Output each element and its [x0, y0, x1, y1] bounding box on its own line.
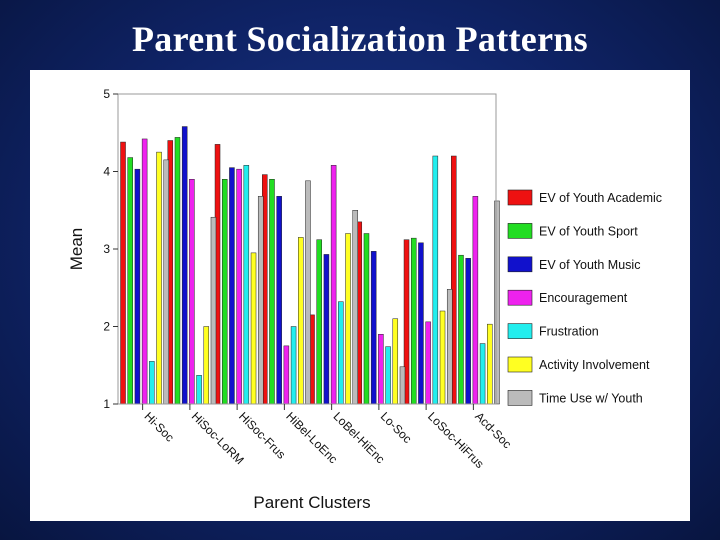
y-tick-label: 1 [103, 397, 110, 411]
legend-swatch [507, 289, 533, 306]
bar-ev-of-youth-music-3 [276, 196, 282, 405]
bar-encouragement-3 [283, 345, 290, 405]
bar-time-use-w-youth-3 [305, 180, 311, 405]
bar-ev-of-youth-sport-3 [269, 179, 275, 405]
bar-activity-involvement-3 [298, 237, 304, 405]
bar-activity-involvement-2 [250, 252, 257, 405]
legend-swatch [507, 256, 533, 273]
bar-frustration-7 [479, 343, 486, 405]
legend-item: Encouragement [507, 289, 628, 306]
bar-time-use-w-youth-7 [494, 200, 500, 405]
bar-activity-involvement-6 [439, 310, 446, 405]
bar-activity-involvement-5 [392, 318, 399, 405]
x-tick-label: Lo-Soc [378, 409, 415, 446]
legend-item: Time Use w/ Youth [507, 390, 643, 406]
bar-frustration-5 [385, 346, 391, 405]
bar-ev-of-youth-music-4 [323, 254, 330, 405]
x-tick-label: Hi-Soc [142, 409, 177, 444]
bar-ev-of-youth-sport-2 [221, 179, 228, 405]
y-axis-label: Mean [67, 228, 86, 271]
bar-frustration-2 [243, 165, 250, 405]
bar-ev-of-youth-sport-1 [174, 137, 181, 405]
bar-activity-involvement-1 [203, 326, 210, 405]
legend-label: EV of Youth Academic [539, 191, 662, 205]
bar-frustration-6 [432, 155, 439, 405]
bar-frustration-4 [338, 301, 344, 405]
y-tick-label: 3 [103, 242, 110, 256]
legend-label: Frustration [539, 325, 599, 339]
bar-ev-of-youth-music-5 [370, 251, 377, 405]
legend-item: EV of Youth Academic [507, 189, 662, 206]
bar-encouragement-2 [236, 168, 242, 405]
bar-encouragement-0 [141, 138, 148, 405]
bar-encouragement-4 [330, 165, 337, 405]
bar-activity-involvement-4 [345, 233, 351, 405]
bar-time-use-w-youth-2 [257, 196, 264, 405]
legend-label: Encouragement [539, 291, 628, 305]
bar-ev-of-youth-music-0 [134, 168, 141, 405]
bar-ev-of-youth-sport-5 [363, 233, 370, 405]
bar-time-use-w-youth-4 [352, 210, 358, 405]
bar-frustration-0 [149, 361, 155, 405]
bar-ev-of-youth-music-1 [181, 126, 188, 405]
bar-time-use-w-youth-0 [163, 159, 169, 405]
bar-encouragement-1 [189, 179, 195, 405]
legend-item: EV of Youth Music [507, 256, 640, 273]
bar-encouragement-6 [425, 321, 431, 405]
legend-item: EV of Youth Sport [507, 223, 638, 239]
chart-panel: 1 2 3 4 5 Mean Hi-Soc HiSoc-LoRM HiSoc-Frus HiBel… [30, 70, 690, 521]
legend-swatch [507, 189, 533, 206]
y-tick-label: 5 [103, 87, 110, 101]
bar-frustration-3 [290, 326, 297, 405]
y-tick-label: 2 [103, 320, 110, 334]
bar-activity-involvement-7 [487, 323, 493, 405]
y-tick-label: 4 [103, 165, 110, 179]
legend-item: Frustration [507, 323, 599, 339]
bar-time-use-w-youth-6 [446, 289, 453, 405]
x-axis-label: Parent Clusters [253, 493, 370, 512]
x-tick-label: Acd-Soc [472, 409, 514, 451]
legend-swatch [507, 323, 533, 339]
bar-frustration-1 [196, 375, 202, 405]
legend-label: EV of Youth Sport [539, 224, 638, 238]
legend-swatch [507, 223, 533, 239]
legend-item: Activity Involvement [507, 356, 650, 373]
bar-ev-of-youth-sport-0 [127, 157, 133, 405]
bar-encouragement-7 [472, 196, 479, 405]
legend-swatch [507, 390, 533, 406]
bar-ev-of-youth-sport-4 [316, 239, 322, 405]
bar-time-use-w-youth-5 [399, 366, 406, 405]
slide-title: Parent Socialization Patterns [132, 19, 588, 59]
bar-time-use-w-youth-1 [210, 216, 217, 405]
legend-label: Activity Involvement [539, 358, 650, 372]
bar-ev-of-youth-music-2 [229, 167, 235, 405]
bar-activity-involvement-0 [156, 151, 162, 405]
bar-encouragement-5 [378, 334, 384, 405]
bar-ev-of-youth-sport-7 [458, 254, 464, 405]
bar-ev-of-youth-sport-6 [410, 237, 417, 405]
legend-swatch [507, 356, 533, 373]
bar-ev-of-youth-music-6 [418, 242, 424, 405]
legend-label: EV of Youth Music [539, 258, 640, 272]
bar-ev-of-youth-music-7 [465, 258, 471, 405]
legend-label: Time Use w/ Youth [539, 391, 643, 405]
bar-ev-of-youth-academic-0 [120, 141, 126, 405]
